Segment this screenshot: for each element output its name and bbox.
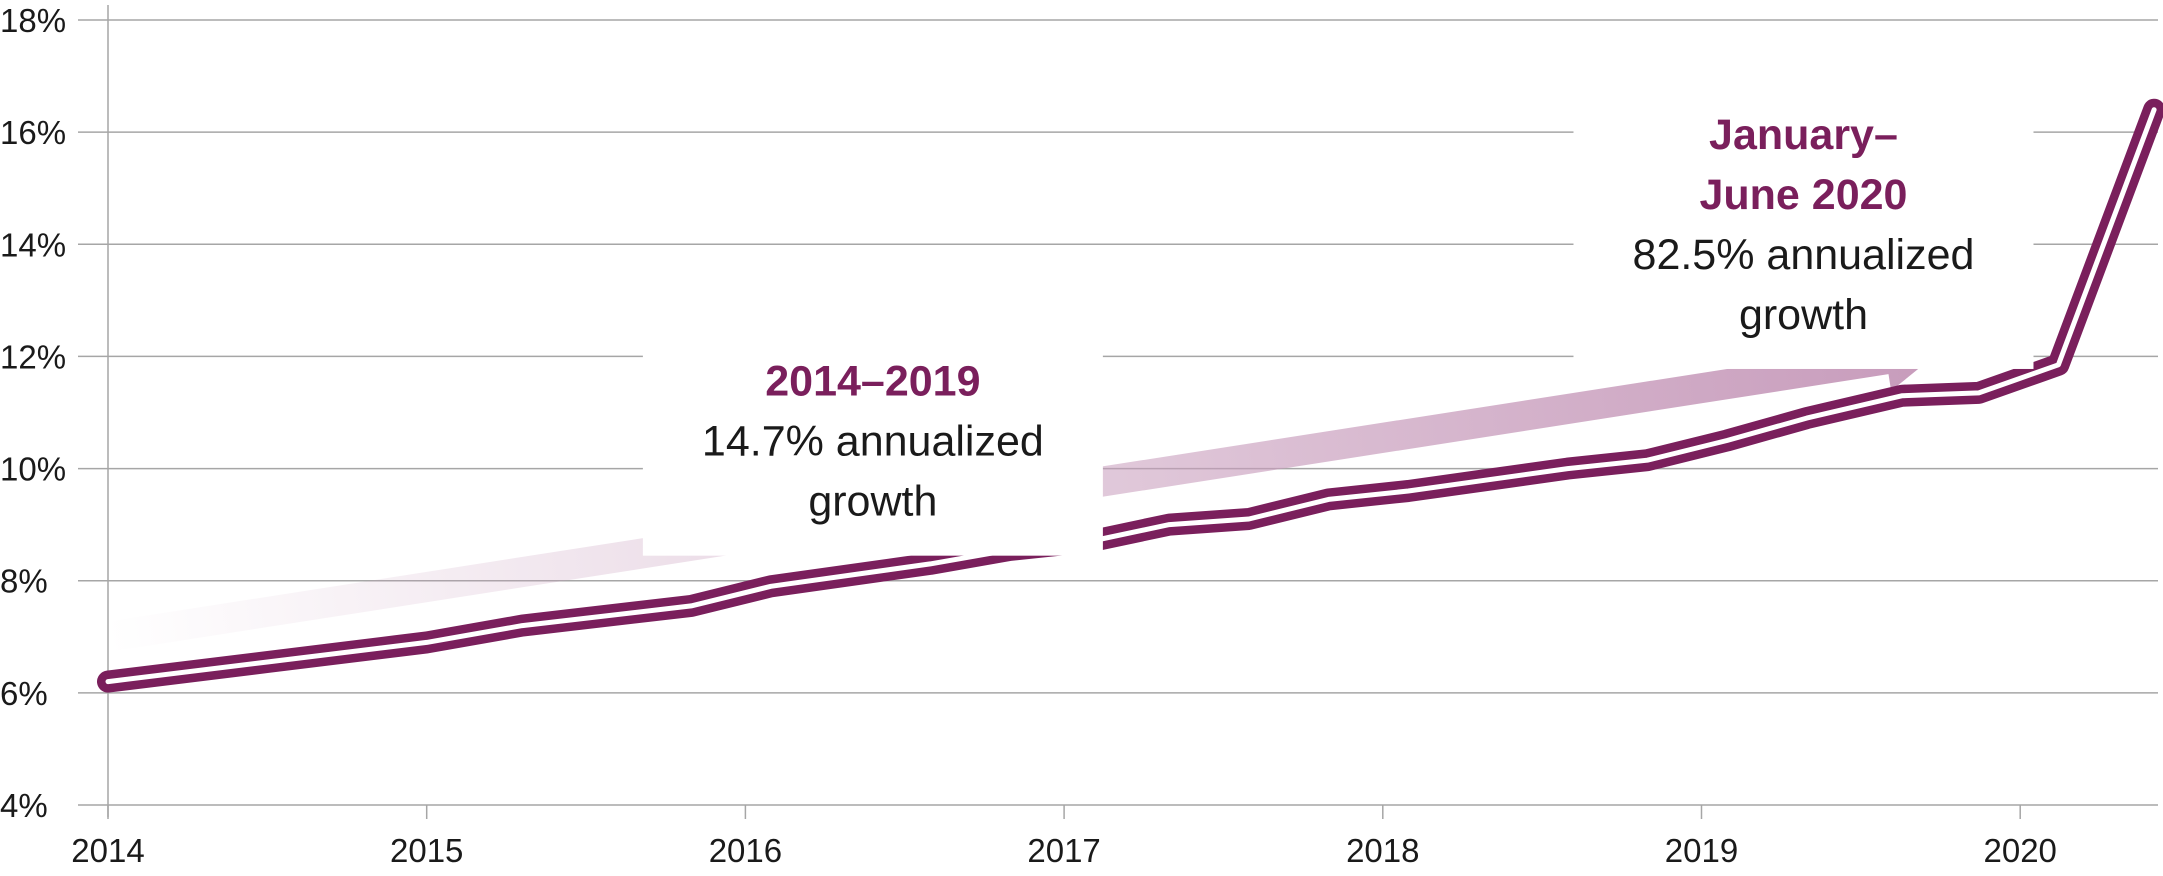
annotation-background [642, 345, 1103, 556]
y-tick-label: 4% [0, 787, 48, 824]
annotation-text: 14.7% annualized [702, 418, 1044, 466]
y-tick-label: 12% [0, 338, 66, 375]
x-tick-label: 2014 [71, 832, 144, 869]
annotation-title: June 2020 [1699, 171, 1907, 219]
x-tick-label: 2015 [390, 832, 463, 869]
x-tick-label: 2018 [1346, 832, 1419, 869]
x-tick-label: 2020 [1983, 832, 2056, 869]
annotation-2: January– June 2020 82.5% annualized growth [1573, 98, 2034, 369]
annotation-title: 2014–2019 [765, 358, 980, 406]
x-axis: 2014 2015 2016 2017 2018 2019 2020 [71, 805, 2057, 869]
series-line-inner [105, 107, 2157, 685]
y-tick-label: 18% [0, 2, 66, 39]
x-tick-label: 2016 [709, 832, 782, 869]
annotation-1: 2014–2019 14.7% annualized growth [642, 345, 1103, 556]
annotation-background [1573, 98, 2034, 369]
annotation-text: growth [808, 478, 937, 526]
x-tick-label: 2019 [1665, 832, 1738, 869]
y-tick-label: 16% [0, 114, 66, 151]
x-tick-label: 2017 [1027, 832, 1100, 869]
y-tick-label: 14% [0, 226, 66, 263]
y-axis: 4% 6% 8% 10% 12% 14% 16% 18% [0, 2, 109, 824]
annotation-title: January– [1709, 111, 1898, 159]
y-tick-label: 6% [0, 675, 48, 712]
annotation-text: 82.5% annualized [1633, 231, 1975, 279]
y-tick-label: 8% [0, 563, 48, 600]
y-tick-label: 10% [0, 451, 66, 488]
series-line [97, 98, 2163, 693]
annotation-text: growth [1739, 291, 1868, 339]
